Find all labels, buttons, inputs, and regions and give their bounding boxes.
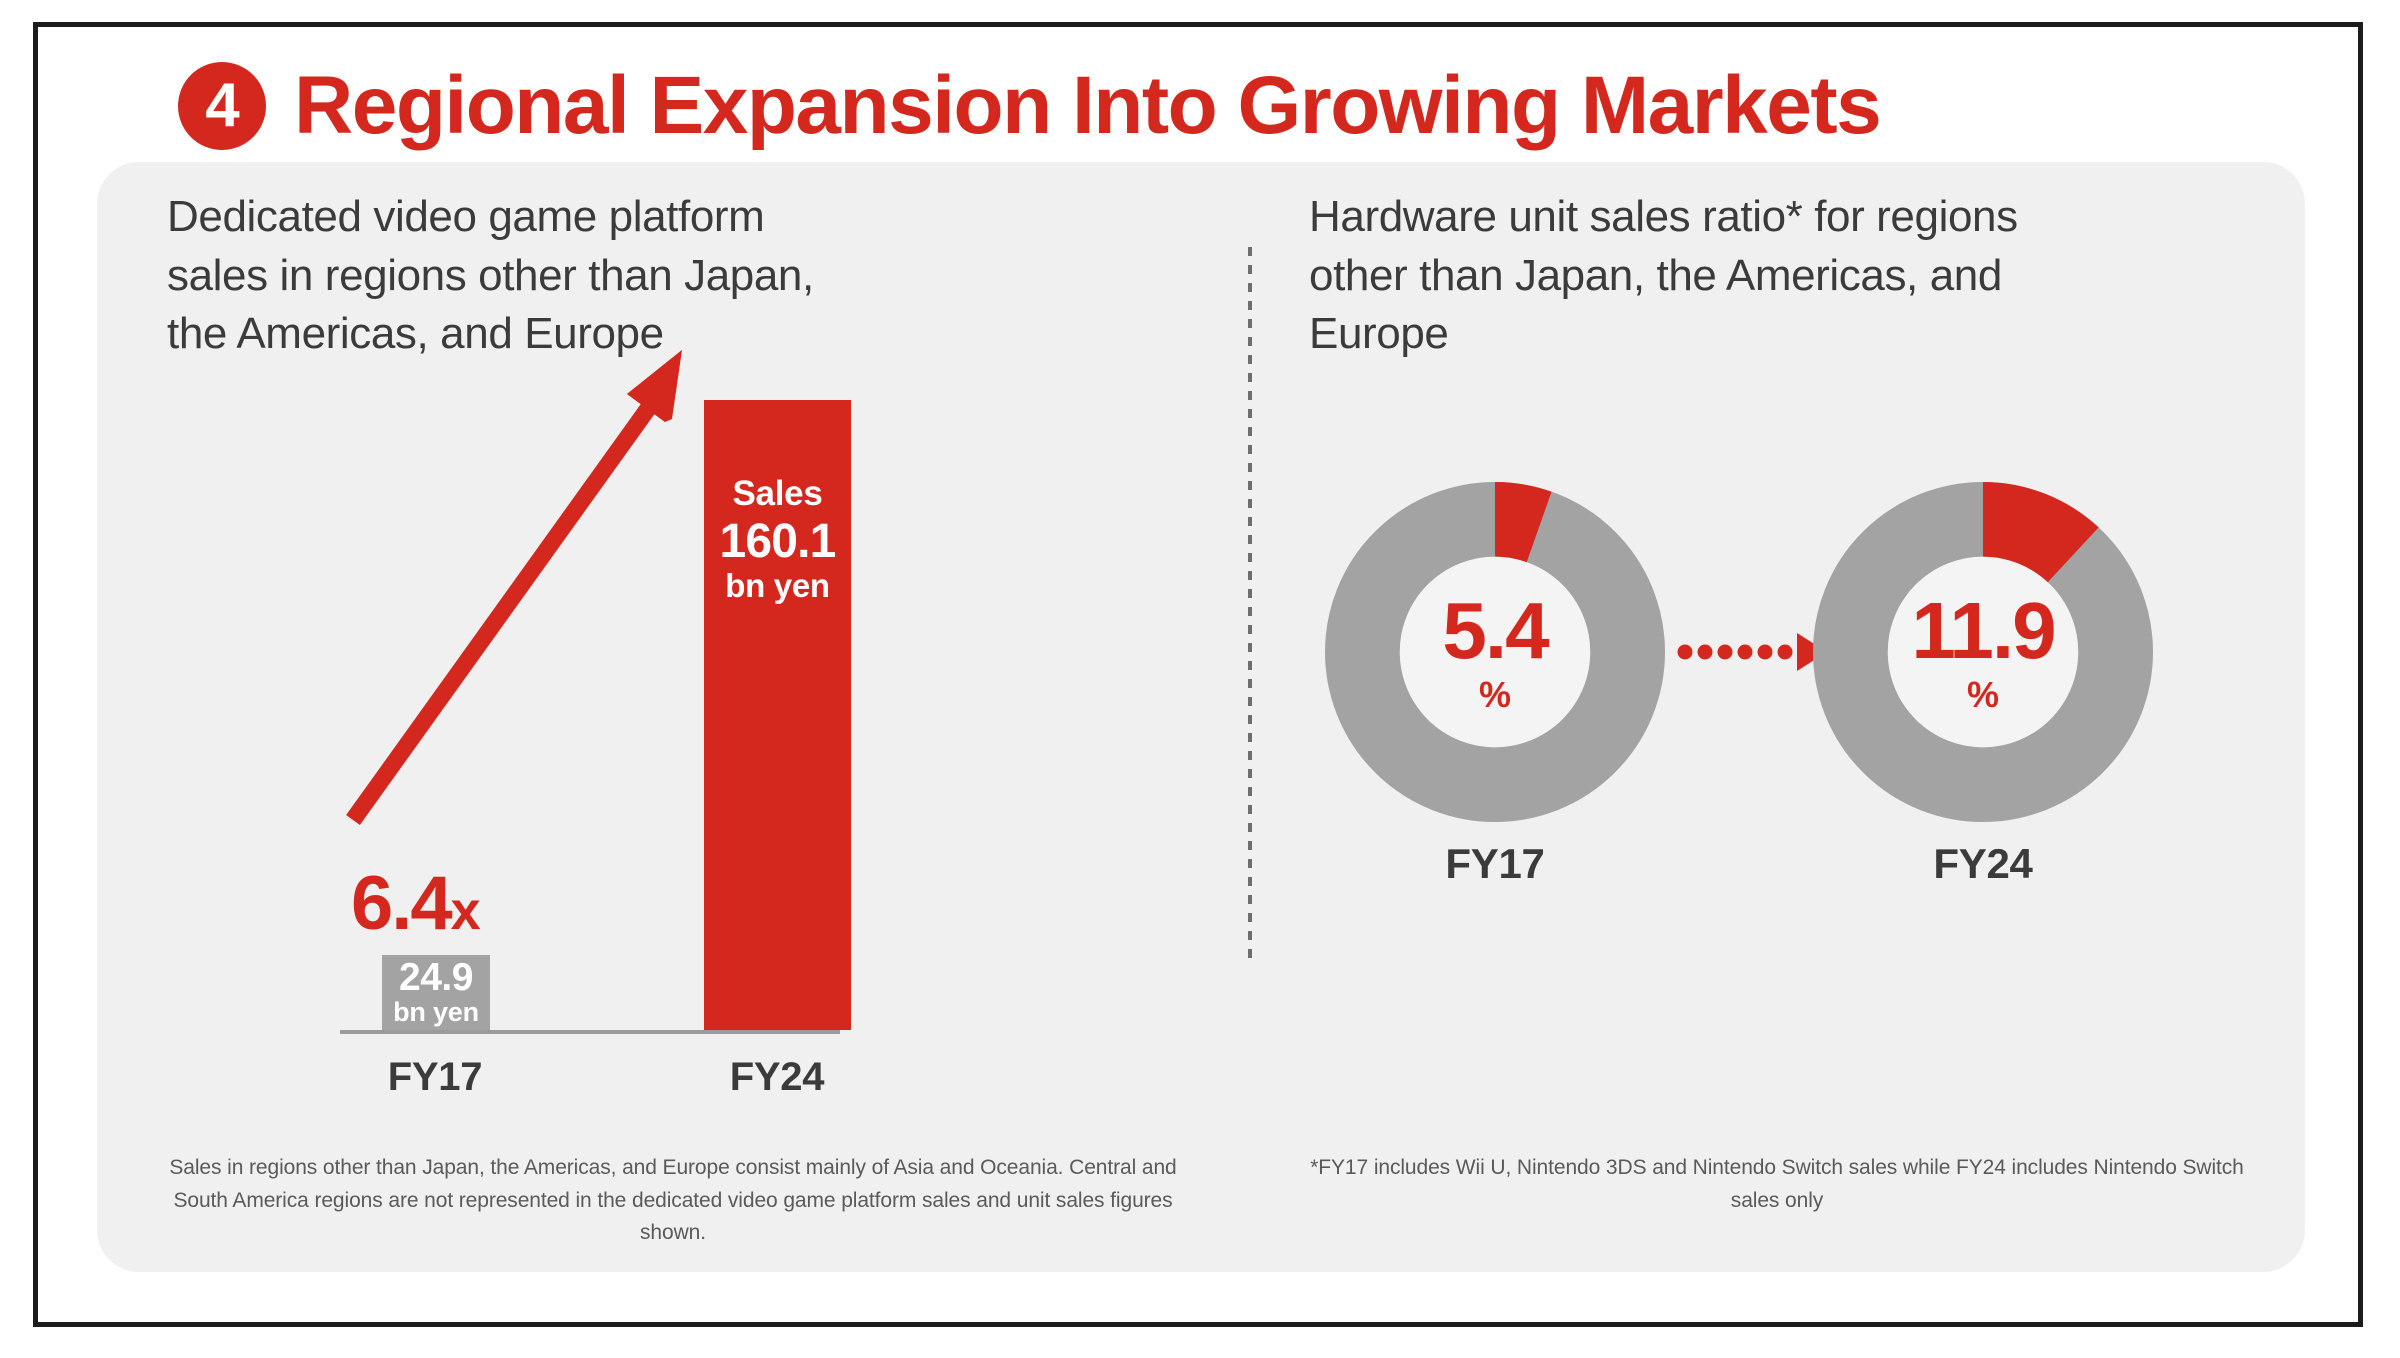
axis-label-fy24: FY24: [729, 1055, 825, 1099]
bar-fy24: Sales 160.1 bn yen: [704, 400, 851, 1030]
donut-chart-fy17: 5.4 %: [1325, 482, 1665, 822]
donut-fy17-graphic: [1325, 482, 1665, 822]
donut-fy24-value: 11.9: [1911, 586, 2056, 675]
bar-fy24-value: 160.1: [719, 514, 836, 568]
bar-fy24-unit: bn yen: [725, 567, 830, 605]
donut-chart-fy24: 11.9 %: [1813, 482, 2153, 822]
left-panel-heading: Dedicated video game platform sales in r…: [167, 192, 814, 359]
right-panel-heading: Hardware unit sales ratio* for regions o…: [1309, 192, 2018, 359]
transition-arrow-icon: [1677, 633, 1827, 671]
left-panel-footnote: Sales in regions other than Japan, the A…: [169, 1156, 1177, 1245]
donut-fy17-center-text: 5.4 %: [1442, 586, 1549, 715]
right-panel-footnote: *FY17 includes Wii U, Nintendo 3DS and N…: [1310, 1156, 2244, 1212]
bar-fy17-unit: bn yen: [393, 997, 479, 1028]
page-title: Regional Expansion Into Growing Markets: [294, 60, 1882, 151]
vertical-dotted-divider: [1248, 247, 1252, 967]
slide-title-row: 4 Regional Expansion Into Growing Market…: [178, 60, 1882, 151]
donut-fy17-value: 5.4: [1442, 586, 1549, 675]
content-panel: Dedicated video game platform sales in r…: [97, 162, 2305, 1272]
bar-fy17: 24.9 bn yen: [382, 955, 490, 1030]
right-panel: Hardware unit sales ratio* for regions o…: [1247, 162, 2305, 1272]
axis-label-fy17: FY17: [387, 1055, 483, 1099]
left-panel: Dedicated video game platform sales in r…: [97, 162, 1247, 1272]
donut-charts: 5.4 %: [1247, 482, 2305, 902]
bar-chart: 6.4x 24.9 bn yen Sales 160.1 bn yen FY17…: [167, 262, 1177, 1142]
donut-fy24-caption: FY24: [1933, 840, 2033, 887]
growth-arrow-icon: [346, 350, 682, 825]
donut-fy17-percent-sign: %: [1478, 674, 1511, 715]
donut-fy17-caption: FY17: [1445, 840, 1545, 887]
chart-baseline: [340, 1030, 840, 1034]
slide: 4 Regional Expansion Into Growing Market…: [33, 22, 2363, 1327]
donut-fy24-percent-sign: %: [1966, 674, 2000, 715]
growth-multiple-suffix: x: [450, 881, 481, 941]
section-number-badge: 4: [178, 62, 266, 150]
growth-multiple-number: 6.4: [351, 861, 453, 946]
bar-fy24-label: Sales: [732, 474, 823, 513]
bar-fy17-value: 24.9: [399, 956, 473, 1000]
donut-fy24-graphic: [1813, 482, 2153, 822]
growth-multiple-label: 6.4x: [351, 866, 481, 942]
donut-fy24-center-text: 11.9 %: [1911, 586, 2056, 715]
